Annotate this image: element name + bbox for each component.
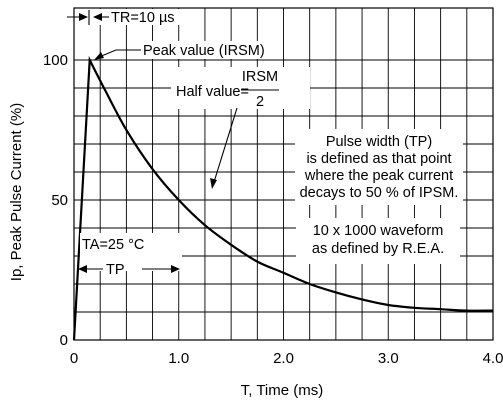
x-tick-label: 0 bbox=[70, 350, 78, 367]
y-tick-label: 100 bbox=[43, 52, 68, 69]
x-tick-label: 2.0 bbox=[273, 350, 294, 367]
x-axis-title: T, Time (ms) bbox=[241, 382, 324, 399]
pulse-def-line-3: where the peak current bbox=[304, 168, 453, 184]
waveform-curve bbox=[72, 55, 494, 341]
y-tick-label: 50 bbox=[51, 192, 68, 209]
pulse-def-line-2: is defined as that point bbox=[306, 151, 451, 167]
pulse-def-line-1: Pulse width (TP) bbox=[326, 134, 432, 150]
y-tick-label: 0 bbox=[60, 332, 68, 349]
half-value-label: Half value= bbox=[176, 84, 249, 100]
peak-label: Peak value (IRSM) bbox=[143, 43, 265, 59]
x-tick-label: 4.0 bbox=[483, 350, 503, 367]
waveform-line-2: as defined by R.E.A. bbox=[312, 241, 444, 257]
half-value-numerator: IRSM bbox=[242, 69, 278, 85]
x-tick-label: 3.0 bbox=[378, 350, 399, 367]
tick-labels: 0 1.0 2.0 3.0 4.0 0 50 100 bbox=[43, 52, 503, 367]
annotations: TR=10 µs Peak value (IRSM) Half value= I… bbox=[67, 9, 463, 278]
half-value-denominator: 2 bbox=[256, 94, 264, 110]
waveform-line-1: 10 x 1000 waveform bbox=[313, 223, 444, 239]
tr-label: TR=10 µs bbox=[111, 10, 175, 26]
y-axis-title: Ip, Peak Pulse Current (%) bbox=[8, 103, 25, 281]
plot-frame bbox=[73, 7, 494, 341]
x-tick-label: 1.0 bbox=[168, 350, 189, 367]
axes bbox=[73, 7, 494, 341]
tp-label: TP bbox=[106, 262, 125, 278]
pulse-def-line-4: decays to 50 % of IPSM. bbox=[300, 185, 459, 201]
ta-label: TA=25 °C bbox=[82, 237, 144, 253]
